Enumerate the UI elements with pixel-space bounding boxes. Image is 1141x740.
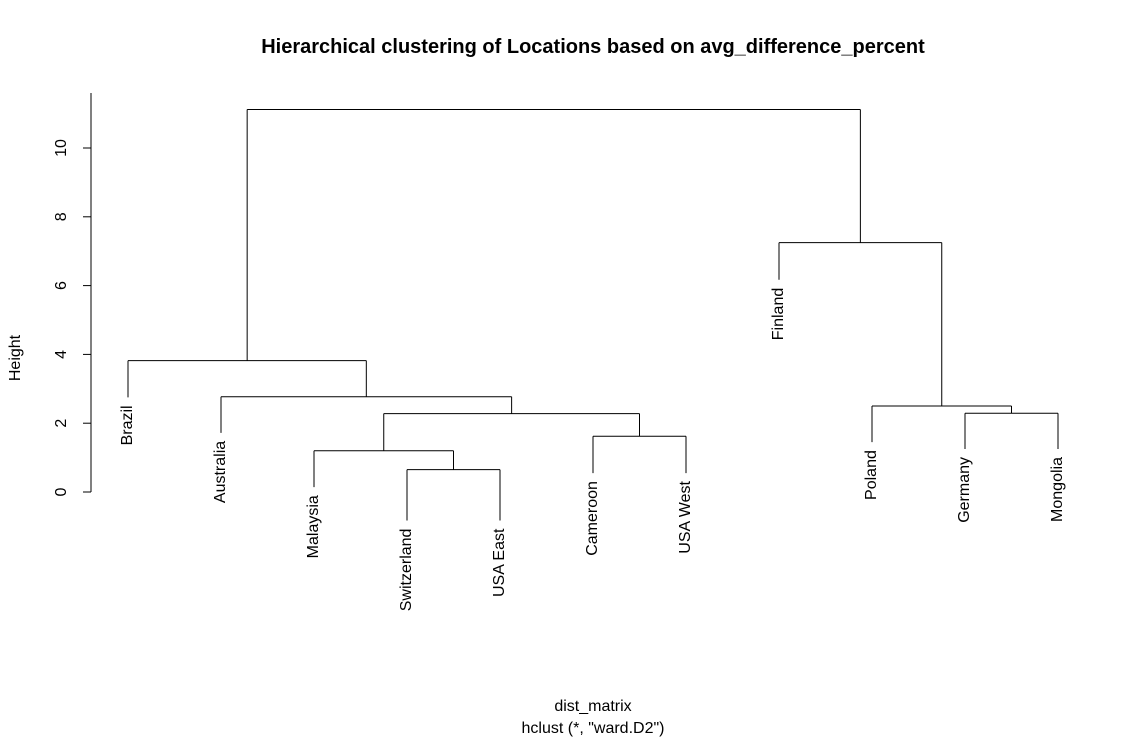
y-tick-label: 6 <box>53 281 70 290</box>
y-tick-label: 2 <box>53 419 70 428</box>
leaf-label: Finland <box>770 288 787 340</box>
leaf-label: Cameroon <box>584 481 601 556</box>
leaf-label: Mongolia <box>1049 457 1066 522</box>
y-axis: 0 2 4 6 8 10 <box>53 92 92 496</box>
leaf-label: Switzerland <box>398 529 415 612</box>
leaf-label: Malaysia <box>305 495 322 558</box>
x-axis-label: dist_matrix <box>554 698 631 715</box>
dendrogram-tree <box>127 108 1059 521</box>
leaf-label: Brazil <box>119 405 136 445</box>
chart-subtitle: hclust (*, "ward.D2") <box>522 720 665 737</box>
leaf-labels: Brazil Australia Malaysia Switzerland USA Ea… <box>119 288 1066 612</box>
y-axis-label: Height <box>7 334 24 381</box>
y-tick-label: 0 <box>53 487 70 496</box>
y-tick-label: 8 <box>53 212 70 221</box>
leaf-label: USA West <box>677 481 694 554</box>
leaf-label: Poland <box>863 450 880 500</box>
y-tick-label: 4 <box>53 350 70 359</box>
leaf-label: USA East <box>491 528 508 597</box>
y-tick-label: 10 <box>53 139 70 157</box>
leaf-label: Australia <box>212 441 229 503</box>
chart-title: Hierarchical clustering of Locations bas… <box>261 36 925 58</box>
leaf-label: Germany <box>956 457 973 523</box>
